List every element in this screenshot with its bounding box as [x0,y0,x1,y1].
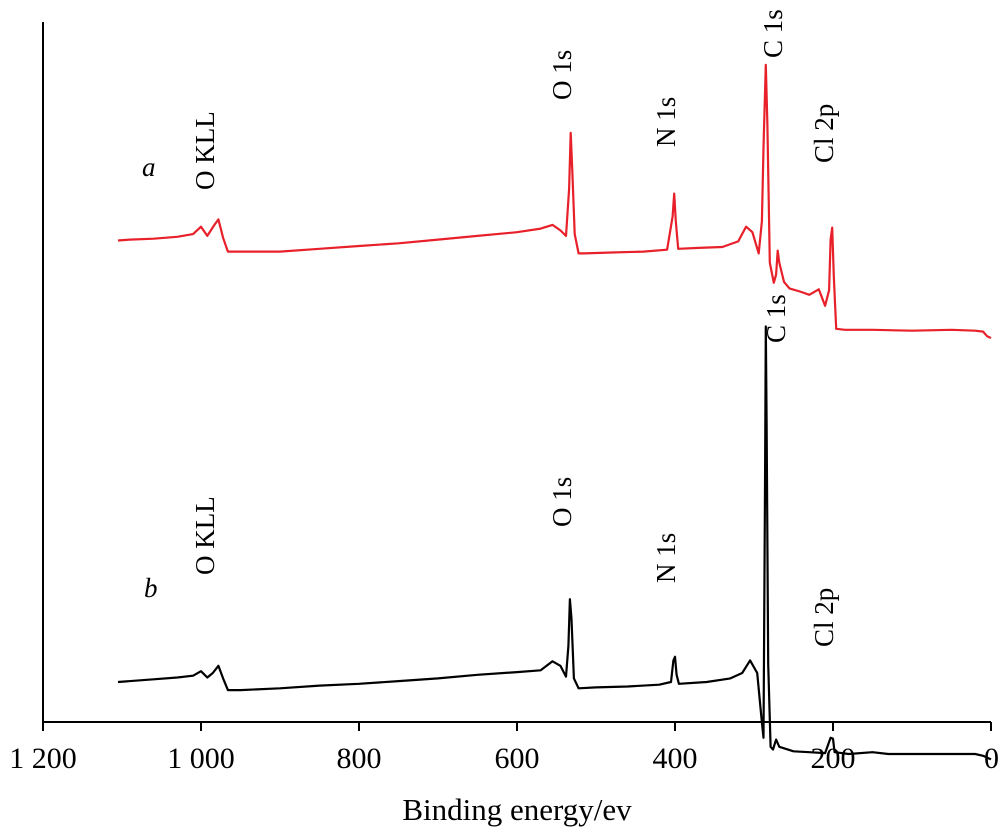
annotation-layer: a O KLL O 1s N 1s C 1s Cl 2p b O KLL O 1s N 1s C 1… [142,9,839,647]
peak-label: O 1s [547,50,577,100]
peak-label: O KLL [190,496,220,575]
x-tick-label: 400 [653,742,698,775]
axes [42,22,991,723]
peak-label: O 1s [547,477,577,527]
peak-label: N 1s [651,533,681,583]
x-tick-label: 800 [337,742,382,775]
series-tag-a: a [142,152,156,182]
peak-label: O KLL [190,111,220,190]
x-tick-label: 1 200 [9,742,77,775]
x-tick-label: 1 000 [167,742,235,775]
x-ticks: 1 200 1 000 800 600 400 200 0 [9,722,999,775]
series-line-b [117,325,992,761]
peak-label: N 1s [651,97,681,147]
x-tick-label: 600 [495,742,540,775]
x-axis-title: Binding energy/ev [402,792,632,827]
series-tag-b: b [144,573,158,603]
x-tick-label: 0 [984,742,999,775]
peak-label: C 1s [758,9,788,58]
series-layer [117,63,992,761]
series-line-a [117,63,992,339]
peak-label: Cl 2p [809,104,839,163]
peak-label: C 1s [761,294,791,343]
peak-label: Cl 2p [809,588,839,647]
